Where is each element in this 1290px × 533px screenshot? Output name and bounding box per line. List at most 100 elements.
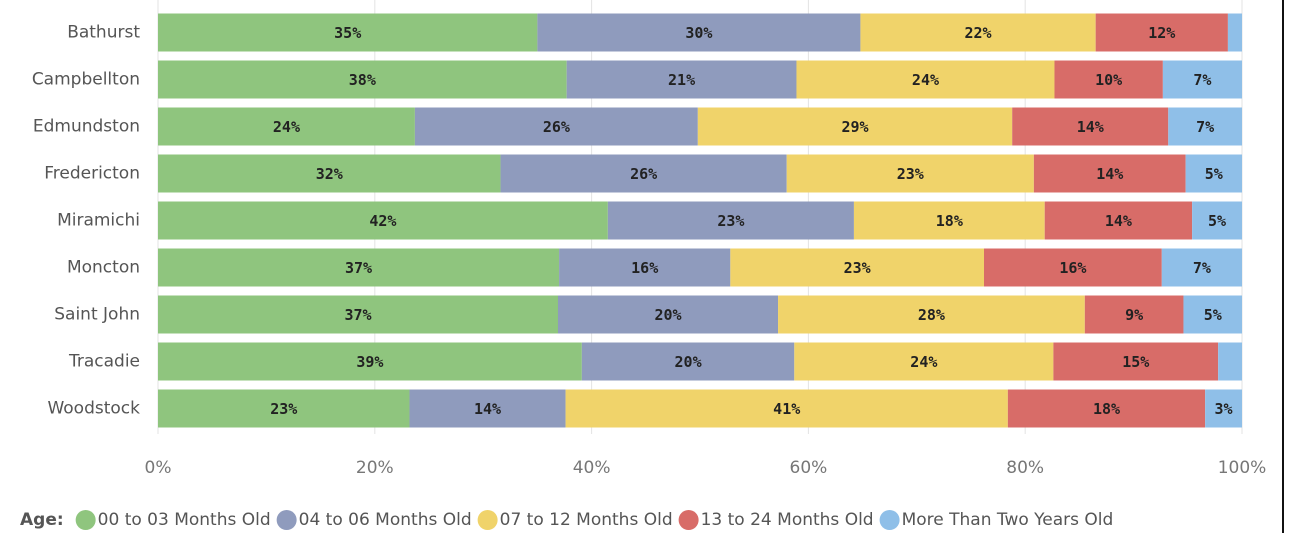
bar-segment [559,248,731,287]
bar-segment [1227,13,1242,52]
bar-segment [158,201,608,240]
bar-segment [1044,201,1193,240]
x-tick-label: 100% [1218,458,1267,478]
x-tick-label: 20% [356,458,394,478]
bar-segment [853,201,1045,240]
data-label: 14% [1105,212,1132,230]
bar-segment [697,107,1013,146]
category-label: Campbellton [32,70,140,90]
legend-label: 13 to 24 Months Old [701,510,874,530]
bar-segment [796,60,1055,99]
data-label: 16% [631,259,658,277]
data-label: 10% [1095,71,1122,89]
category-label: Edmundston [33,117,140,137]
data-label: 15% [1122,353,1149,371]
legend-label: 00 to 03 Months Old [98,510,271,530]
bar-segment [1161,248,1242,287]
bar-segment [1192,201,1242,240]
bar-segment [158,342,582,381]
bar-segment [778,295,1085,334]
category-label: Miramichi [57,211,140,231]
data-label: 20% [675,353,702,371]
data-label: 5% [1205,165,1223,183]
bar-segment [158,295,558,334]
bar-segment [607,201,854,240]
bar-segment [158,154,501,193]
data-label: 7% [1193,71,1211,89]
data-label: 14% [1096,165,1123,183]
data-label: 41% [773,400,800,418]
bar-segment [786,154,1034,193]
bar-segment [581,342,795,381]
legend-swatch [477,510,498,530]
legend-label: 04 to 06 Months Old [299,510,472,530]
x-tick-label: 40% [573,458,611,478]
data-label: 32% [316,165,343,183]
data-label: 37% [345,259,372,277]
bar-segment [1218,342,1242,381]
data-label: 7% [1196,118,1214,136]
bar-segment [1033,154,1186,193]
bar-segment [730,248,985,287]
bar-segment [1183,295,1242,334]
data-label: 26% [630,165,657,183]
x-tick-label: 80% [1006,458,1044,478]
legend-swatch [678,510,699,530]
data-label: 18% [1093,400,1120,418]
legend-swatch [879,510,900,530]
bar-segment [1162,60,1242,99]
data-label: 39% [356,353,383,371]
data-label: 3% [1215,400,1233,418]
bar-segment [1205,389,1242,428]
bar-segment [1095,13,1228,52]
data-label: 7% [1193,259,1211,277]
bar-segment [158,13,538,52]
bar-segment [158,107,415,146]
data-label: 26% [543,118,570,136]
bar-segment [566,60,797,99]
data-label: 14% [1077,118,1104,136]
bar-segment [1012,107,1169,146]
bar-segment [1168,107,1242,146]
bar-segment [1054,60,1163,99]
data-label: 24% [273,118,300,136]
data-label: 22% [964,24,991,42]
bar-segment [1084,295,1184,334]
category-label: Woodstock [47,399,140,419]
data-label: 42% [369,212,396,230]
category-label: Bathurst [67,23,140,43]
x-tick-label: 60% [790,458,828,478]
data-label: 5% [1208,212,1226,230]
category-label: Saint John [54,305,140,325]
data-label: 14% [474,400,501,418]
bar-segment [537,13,861,52]
bar-segment [158,248,560,287]
data-label: 12% [1148,24,1175,42]
data-label: 23% [717,212,744,230]
bar-segment [158,389,410,428]
data-label: 30% [685,24,712,42]
bar-segment [1185,154,1242,193]
data-label: 29% [841,118,868,136]
data-label: 23% [270,400,297,418]
data-label: 21% [668,71,695,89]
legend-title: Age: [20,510,64,530]
bar-segment [414,107,698,146]
bar-segment [1053,342,1219,381]
data-label: 24% [910,353,937,371]
bar-segment [565,389,1008,428]
data-label: 28% [918,306,945,324]
bar-segment [794,342,1054,381]
x-tick-label: 0% [145,458,172,478]
category-label: Moncton [67,258,140,278]
data-label: 18% [936,212,963,230]
data-label: 5% [1204,306,1222,324]
bar-segment [500,154,787,193]
bar-segment [158,60,567,99]
category-label: Tracadie [68,352,140,372]
data-label: 23% [897,165,924,183]
data-label: 37% [344,306,371,324]
bar-segment [557,295,779,334]
bar-segment [984,248,1162,287]
